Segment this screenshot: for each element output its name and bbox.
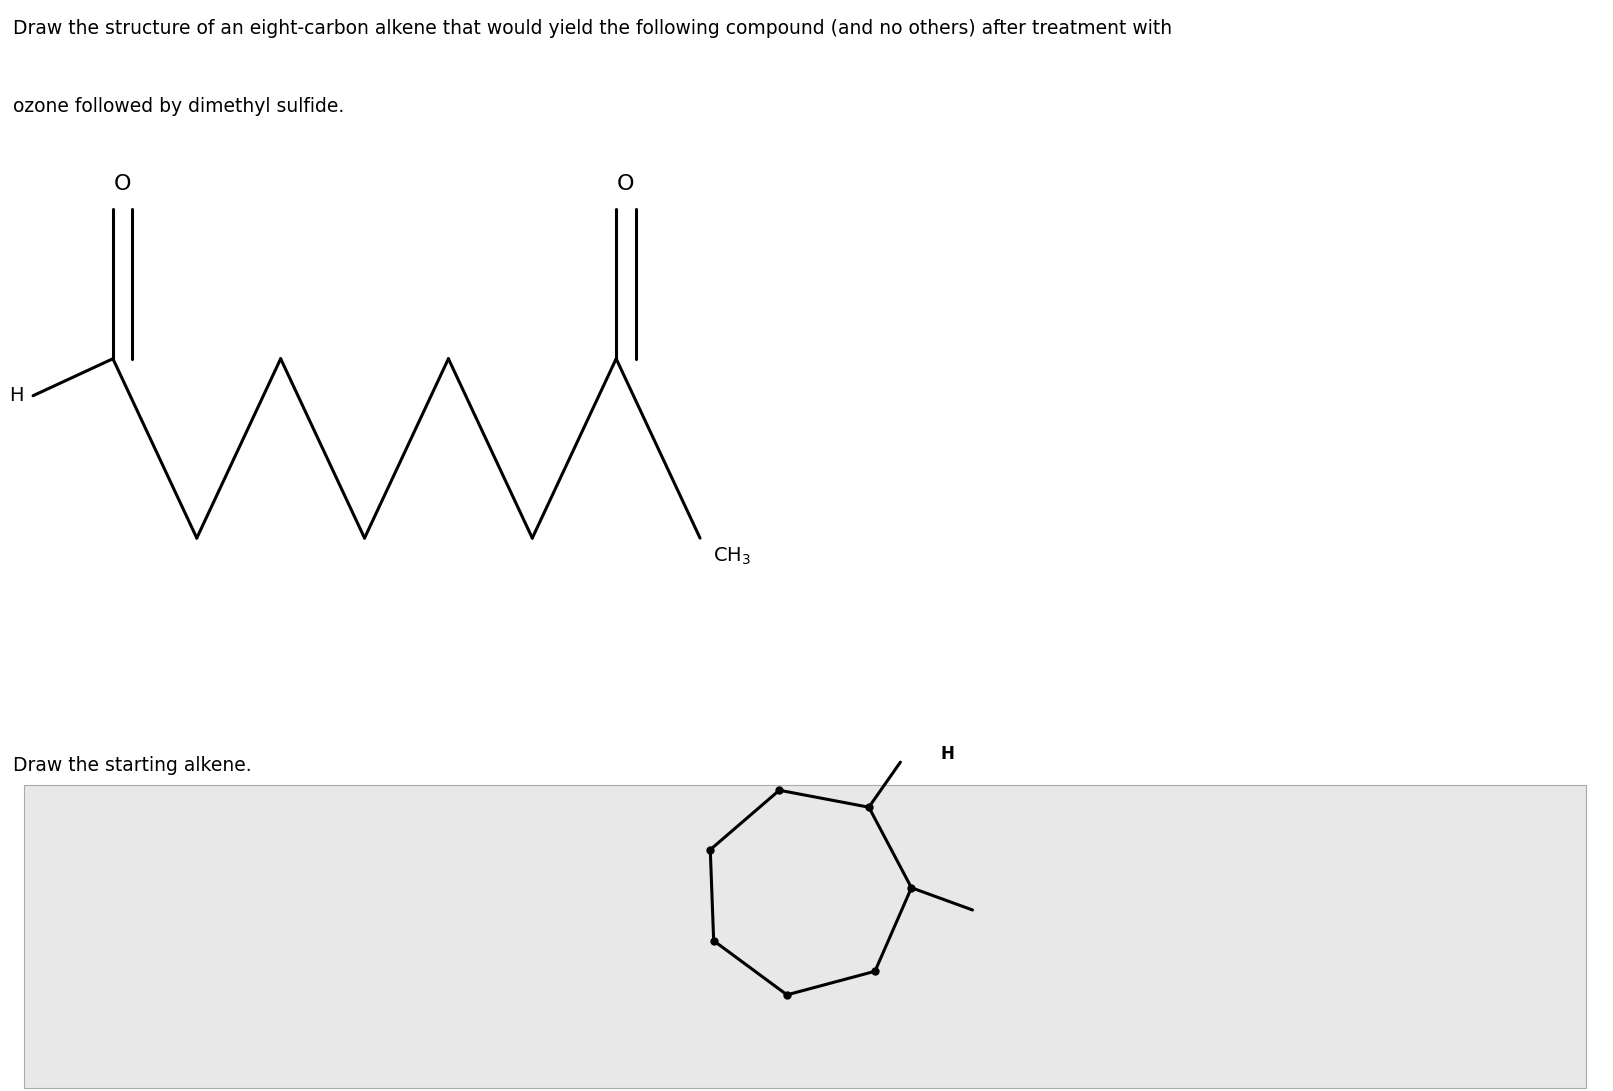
Text: Draw the structure of an eight-carbon alkene that would yield the following comp: Draw the structure of an eight-carbon al… [13, 19, 1173, 38]
Text: Draw the starting alkene.: Draw the starting alkene. [13, 756, 252, 775]
Text: O: O [115, 175, 131, 194]
Text: ozone followed by dimethyl sulfide.: ozone followed by dimethyl sulfide. [13, 97, 344, 116]
Text: H: H [10, 386, 24, 405]
Text: O: O [618, 175, 634, 194]
Bar [24, 786, 1586, 1088]
Text: CH$_3$: CH$_3$ [713, 546, 752, 567]
Text: H: H [940, 744, 955, 763]
